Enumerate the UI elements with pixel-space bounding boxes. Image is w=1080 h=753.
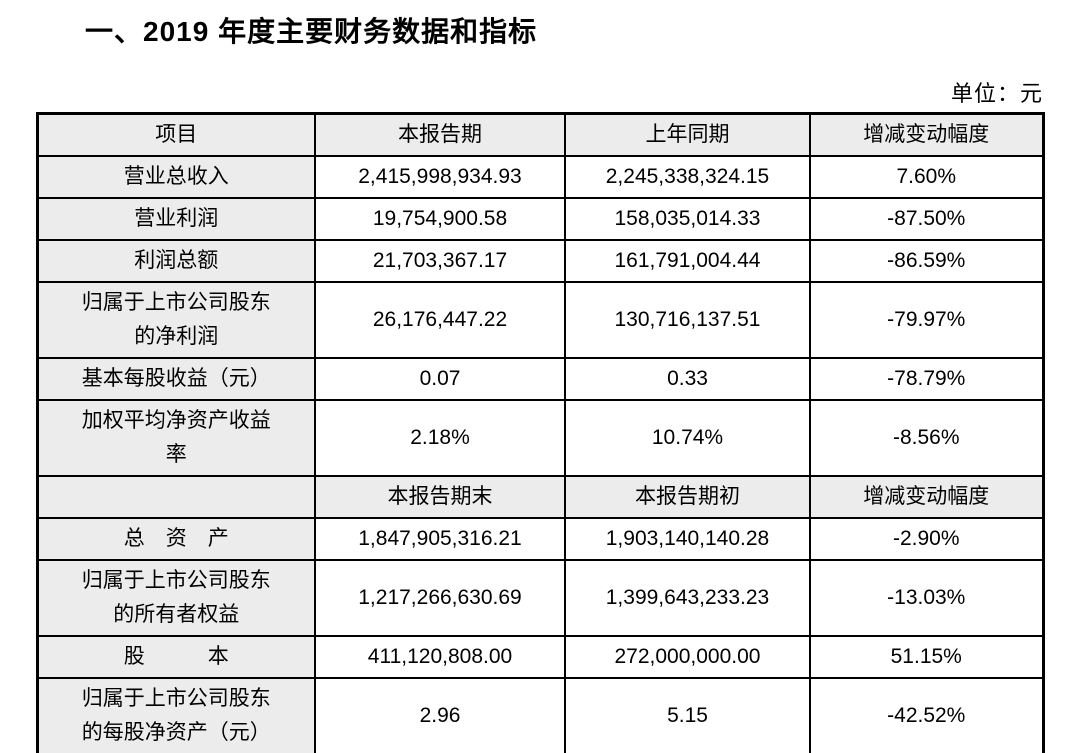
row-label-cell: 归属于上市公司股东 的每股净资产（元） <box>36 677 316 753</box>
header-item: 项目 <box>36 112 316 157</box>
unit-label: 单位：元 <box>950 81 1043 106</box>
change-cell: -86.59% <box>809 239 1044 283</box>
table-row-operating-profit: 营业利润 19,754,900.58 158,035,014.33 -87.50… <box>36 197 1044 241</box>
prior-period-cell: 0.33 <box>564 357 811 401</box>
header-period-end: 本报告期末 <box>314 475 566 519</box>
change-cell: 51.15% <box>809 635 1044 679</box>
row-label-cell: 加权平均净资产收益 率 <box>36 399 316 477</box>
current-period-cell: 0.07 <box>314 357 566 401</box>
change-cell: 7.60% <box>809 155 1044 199</box>
current-period-cell: 2.18% <box>314 399 566 477</box>
table-row-net-assets-per-share: 归属于上市公司股东 的每股净资产（元） 2.96 5.15 -42.52% <box>36 677 1044 753</box>
current-period-cell: 2,415,998,934.93 <box>314 155 566 199</box>
table-row-owners-equity-attributable: 归属于上市公司股东 的所有者权益 1,217,266,630.69 1,399,… <box>36 559 1044 637</box>
change-cell: -8.56% <box>809 399 1044 477</box>
period-begin-cell: 5.15 <box>564 677 811 753</box>
change-cell: -13.03% <box>809 559 1044 637</box>
period-begin-cell: 272,000,000.00 <box>564 635 811 679</box>
header-current-period: 本报告期 <box>314 112 566 157</box>
row-label-cell: 总 资 产 <box>36 517 316 561</box>
current-period-cell: 21,703,367.17 <box>314 239 566 283</box>
row-label-cell: 归属于上市公司股东 的所有者权益 <box>36 559 316 637</box>
table-header-row-balance: 本报告期末 本报告期初 增减变动幅度 <box>36 475 1044 519</box>
table-row-total-profit: 利润总额 21,703,367.17 161,791,004.44 -86.59… <box>36 239 1044 283</box>
change-cell: -87.50% <box>809 197 1044 241</box>
table-row-basic-eps: 基本每股收益（元） 0.07 0.33 -78.79% <box>36 357 1044 401</box>
table-row-weighted-avg-roe: 加权平均净资产收益 率 2.18% 10.74% -8.56% <box>36 399 1044 477</box>
table-row-total-assets: 总 资 产 1,847,905,316.21 1,903,140,140.28 … <box>36 517 1044 561</box>
period-end-cell: 2.96 <box>314 677 566 753</box>
period-begin-cell: 1,399,643,233.23 <box>564 559 811 637</box>
row-label-cell: 营业总收入 <box>36 155 316 199</box>
change-cell: -42.52% <box>809 677 1044 753</box>
prior-period-cell: 130,716,137.51 <box>564 281 811 359</box>
current-period-cell: 26,176,447.22 <box>314 281 566 359</box>
prior-period-cell: 2,245,338,324.15 <box>564 155 811 199</box>
prior-period-cell: 10.74% <box>564 399 811 477</box>
page-title: 一、2019 年度主要财务数据和指标 <box>85 16 538 47</box>
table-row-total-revenue: 营业总收入 2,415,998,934.93 2,245,338,324.15 … <box>36 155 1044 199</box>
row-label-cell: 营业利润 <box>36 197 316 241</box>
table-row-net-profit-attributable: 归属于上市公司股东 的净利润 26,176,447.22 130,716,137… <box>36 281 1044 359</box>
period-end-cell: 1,217,266,630.69 <box>314 559 566 637</box>
change-cell: -78.79% <box>809 357 1044 401</box>
header-empty <box>36 475 316 519</box>
header-period-begin: 本报告期初 <box>564 475 811 519</box>
header-change: 增减变动幅度 <box>809 112 1044 157</box>
period-begin-cell: 1,903,140,140.28 <box>564 517 811 561</box>
period-end-cell: 1,847,905,316.21 <box>314 517 566 561</box>
period-end-cell: 411,120,808.00 <box>314 635 566 679</box>
row-label-cell: 基本每股收益（元） <box>36 357 316 401</box>
change-cell: -2.90% <box>809 517 1044 561</box>
prior-period-cell: 158,035,014.33 <box>564 197 811 241</box>
prior-period-cell: 161,791,004.44 <box>564 239 811 283</box>
row-label-cell: 利润总额 <box>36 239 316 283</box>
table-header-row-period: 项目 本报告期 上年同期 增减变动幅度 <box>36 112 1044 157</box>
header-prior-period: 上年同期 <box>564 112 811 157</box>
row-label-cell: 归属于上市公司股东 的净利润 <box>36 281 316 359</box>
header-change: 增减变动幅度 <box>809 475 1044 519</box>
change-cell: -79.97% <box>809 281 1044 359</box>
table-row-share-capital: 股 本 411,120,808.00 272,000,000.00 51.15% <box>36 635 1044 679</box>
financial-data-table: 项目 本报告期 上年同期 增减变动幅度 营业总收入 2,415,998,934.… <box>35 112 1045 753</box>
row-label-cell: 股 本 <box>36 635 316 679</box>
current-period-cell: 19,754,900.58 <box>314 197 566 241</box>
